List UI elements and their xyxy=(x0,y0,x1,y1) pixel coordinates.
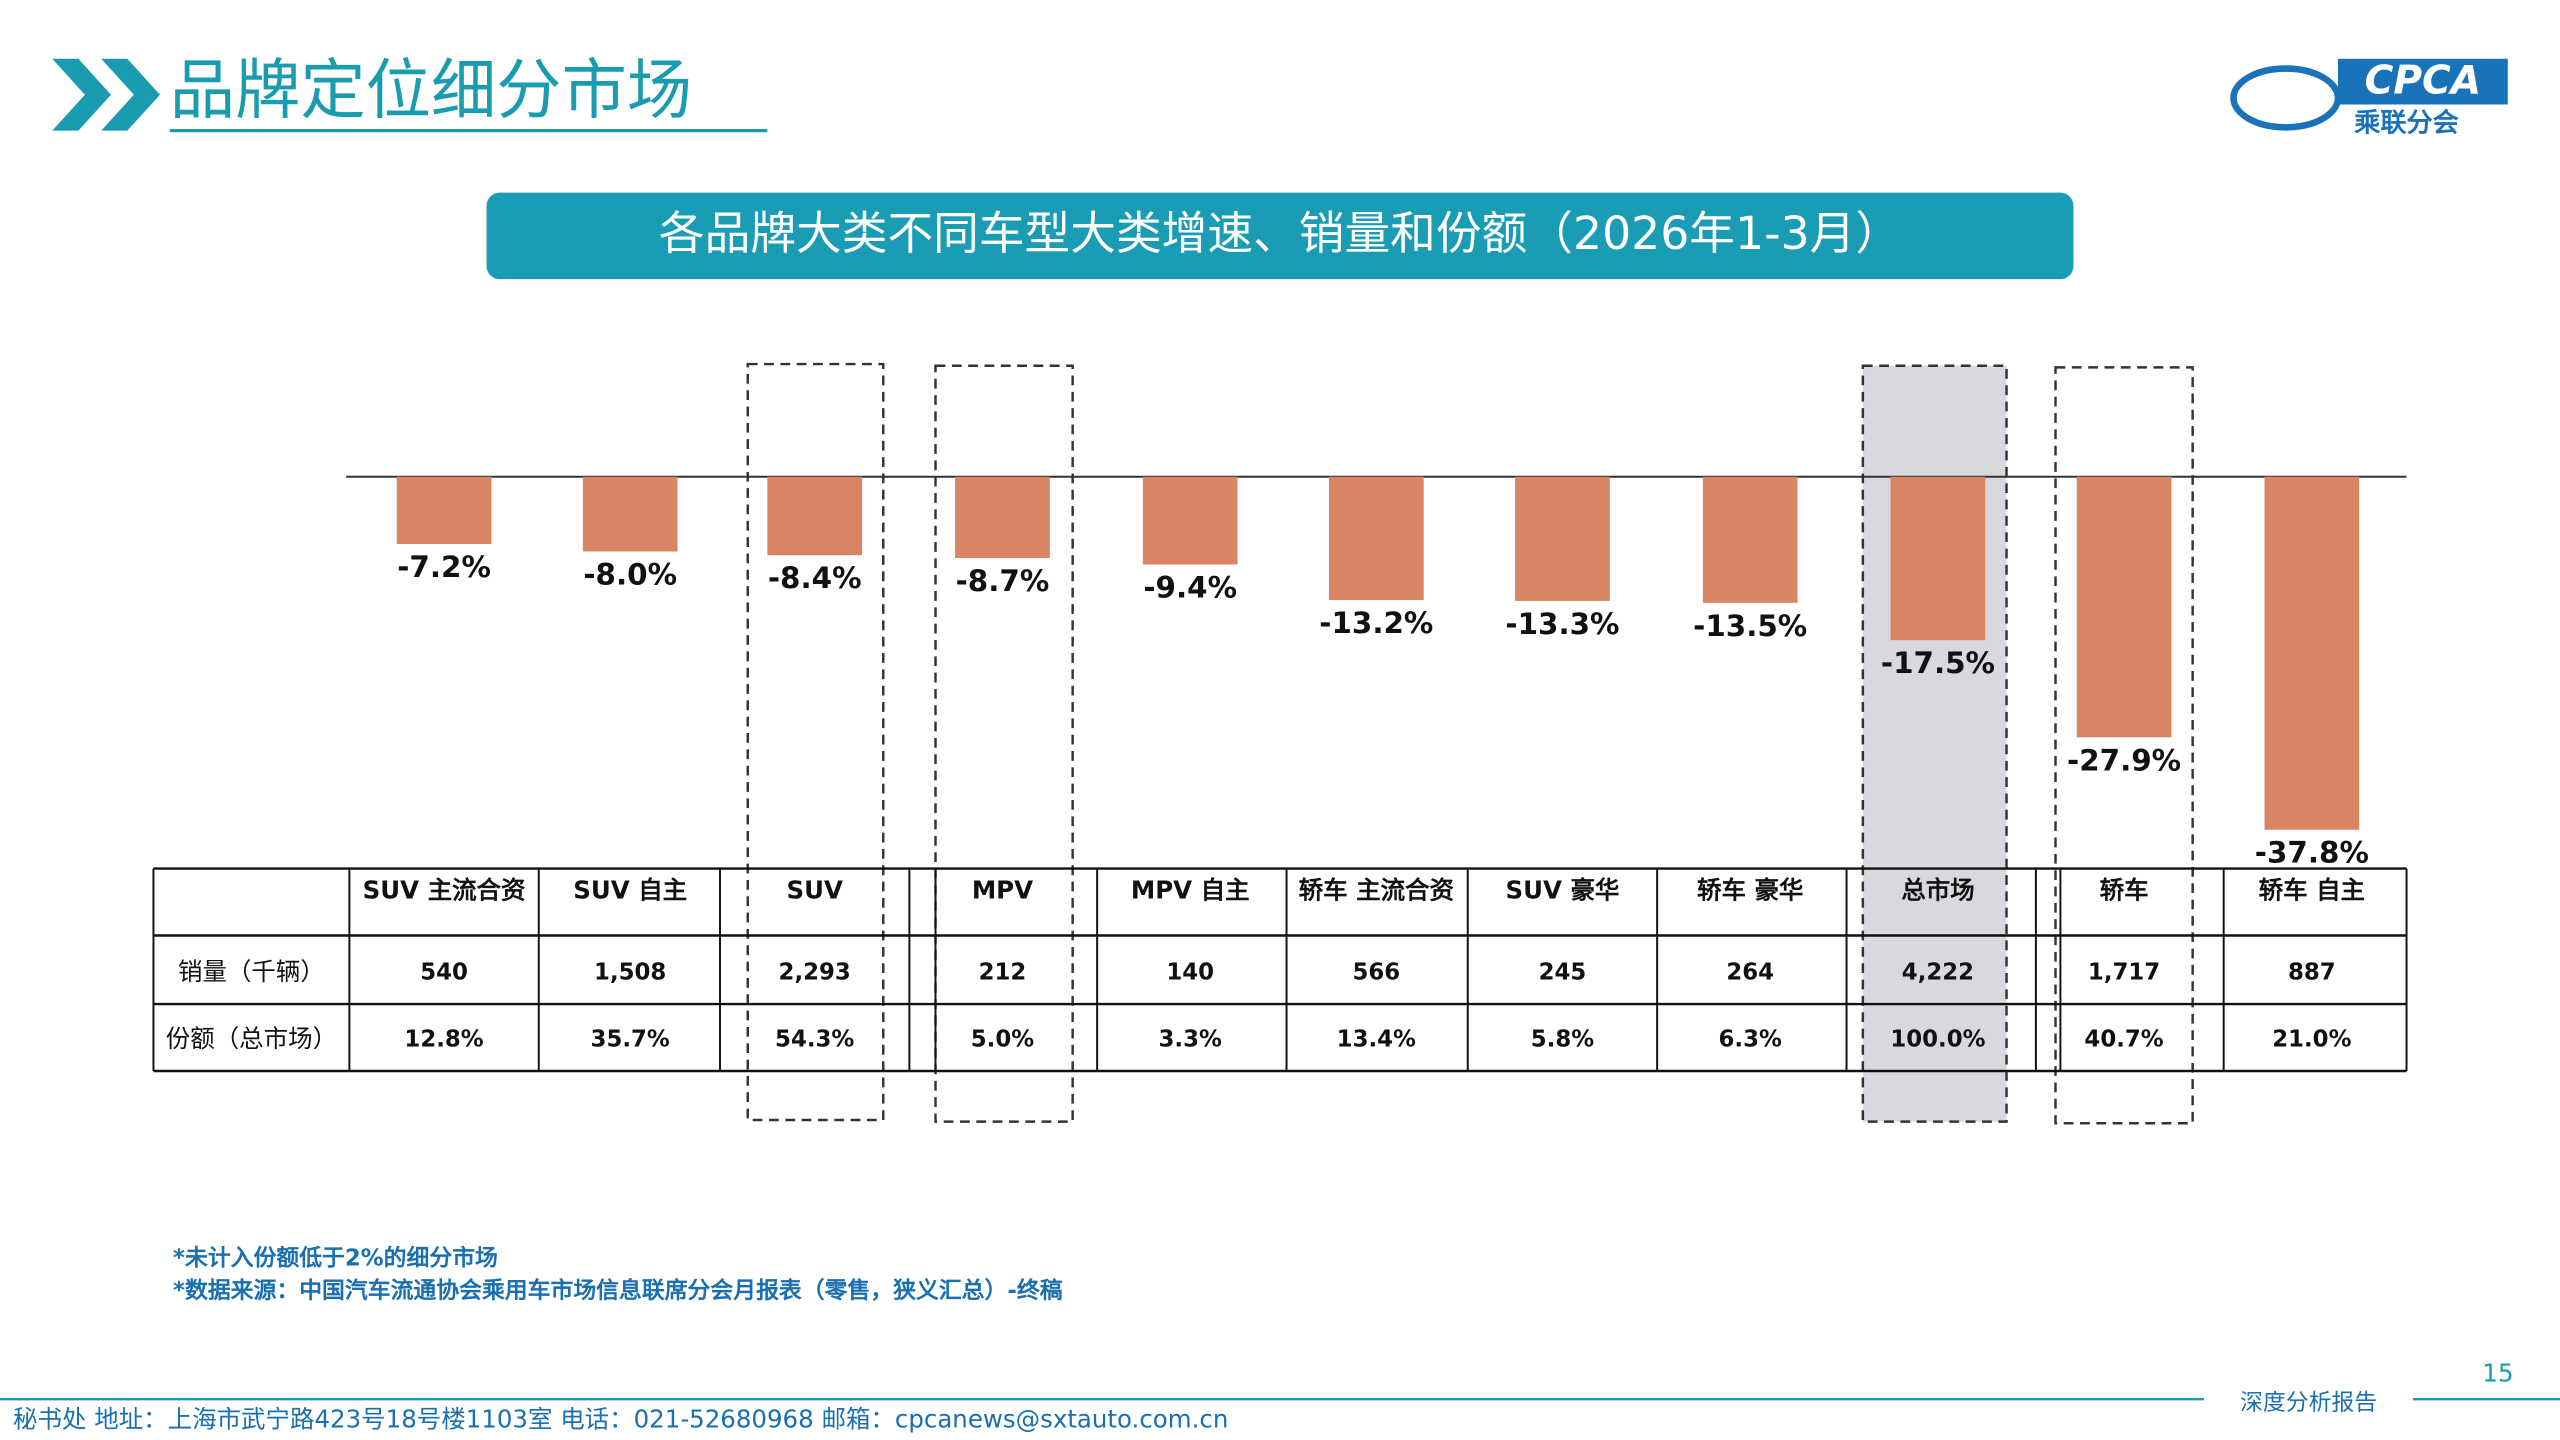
page-title: 品牌定位细分市场 xyxy=(170,53,692,129)
column-header: SUV 主流合资 xyxy=(363,875,526,904)
column-header: MPV 自主 xyxy=(1131,875,1250,904)
chevron xyxy=(52,58,112,131)
table-cell: 100.0% xyxy=(1890,1026,1985,1052)
table-cell: 1,508 xyxy=(594,960,666,986)
value-label: -8.4% xyxy=(768,561,862,595)
note: *数据来源：中国汽车流通协会乘用车市场信息联席分会月报表（零售，狭义汇总）-终稿 xyxy=(173,1277,1063,1304)
bar-chart: -7.2% -8.0% -8.4% -8.7% -9.4% -13.2% -13.3% -13… xyxy=(396,476,2369,870)
logo-subtext: 乘联分会 xyxy=(2353,109,2459,139)
table-cell: 540 xyxy=(420,960,468,986)
column-header: MPV xyxy=(972,875,1033,904)
bar xyxy=(2264,476,2360,830)
footer-contact: 秘书处 地址：上海市武宁路423号18号楼1103室 电话：021-526809… xyxy=(13,1404,1228,1433)
table-cell: 1,717 xyxy=(2088,960,2160,986)
page-number: 15 xyxy=(2482,1359,2513,1388)
column-header: SUV 豪华 xyxy=(1506,875,1620,904)
value-label: -8.0% xyxy=(583,557,677,591)
column-header: 轿车 xyxy=(2100,875,2149,904)
bar xyxy=(396,476,492,544)
table-cell: 5.0% xyxy=(971,1026,1034,1052)
row-header: 份额（总市场） xyxy=(166,1024,337,1053)
logo-box xyxy=(2337,58,2508,105)
highlight-box xyxy=(934,364,1074,1123)
data-table: SUV 主流合资 SUV 自主 SUV MPV MPV 自主 轿车 主流合资 SUV 豪华 轿… xyxy=(152,867,2408,1073)
value-label: -9.4% xyxy=(1143,571,1237,605)
column-header: 轿车 主流合资 xyxy=(1299,875,1455,904)
column-header: 轿车 豪华 xyxy=(1697,875,1803,904)
column-header: 轿车 自主 xyxy=(2259,875,2365,904)
table-cell: 566 xyxy=(1352,960,1400,986)
chevron xyxy=(101,58,160,131)
table-cell: 4,222 xyxy=(1902,960,1974,986)
table-cell: 40.7% xyxy=(2084,1026,2163,1052)
column-header: SUV 自主 xyxy=(573,875,687,904)
value-label: -17.5% xyxy=(1881,646,1995,680)
table-cell: 2,293 xyxy=(779,960,851,986)
value-label: -27.9% xyxy=(2067,743,2181,777)
value-label: -13.5% xyxy=(1693,609,1807,643)
bar xyxy=(582,476,678,552)
note: *未计入份额低于2%的细分市场 xyxy=(173,1244,498,1271)
bar xyxy=(1702,476,1798,603)
highlight-box xyxy=(746,362,885,1122)
highlight-box xyxy=(2054,366,2194,1125)
column-header: 总市场 xyxy=(1901,875,1974,904)
value-label: -8.7% xyxy=(956,564,1050,598)
footer-tag: 深度分析报告 xyxy=(2240,1390,2377,1416)
bar xyxy=(955,476,1050,558)
table-cell: 13.4% xyxy=(1337,1026,1416,1052)
table-cell: 264 xyxy=(1726,960,1774,986)
table-cell: 21.0% xyxy=(2272,1026,2351,1052)
value-label: -13.2% xyxy=(1319,606,1433,640)
table-cell: 35.7% xyxy=(591,1026,670,1052)
bar xyxy=(1890,476,1986,641)
value-label: -7.2% xyxy=(397,550,491,584)
table-cell: 3.3% xyxy=(1159,1026,1222,1052)
bar xyxy=(2076,476,2172,738)
value-label: -37.8% xyxy=(2255,836,2369,870)
table-cell: 887 xyxy=(2288,960,2336,986)
chart-banner xyxy=(486,192,2074,280)
table-cell: 54.3% xyxy=(775,1026,854,1052)
table-cell: 12.8% xyxy=(404,1026,483,1052)
bar xyxy=(1328,476,1424,601)
table-cell: 5.8% xyxy=(1531,1026,1594,1052)
value-label: -13.3% xyxy=(1505,607,1619,641)
bar xyxy=(767,476,863,556)
table-cell: 212 xyxy=(979,960,1027,986)
bar xyxy=(1142,476,1238,565)
chart-title: 各品牌大类不同车型大类增速、销量和份额（2026年1-3月） xyxy=(659,207,1901,260)
table-cell: 6.3% xyxy=(1719,1026,1782,1052)
table-cell: 140 xyxy=(1166,960,1214,986)
row-header: 销量（千辆） xyxy=(178,957,325,986)
column-header: SUV xyxy=(786,875,842,904)
bar xyxy=(1515,476,1610,601)
table-cell: 245 xyxy=(1539,960,1587,986)
logo-text: CPCA xyxy=(2365,59,2482,104)
